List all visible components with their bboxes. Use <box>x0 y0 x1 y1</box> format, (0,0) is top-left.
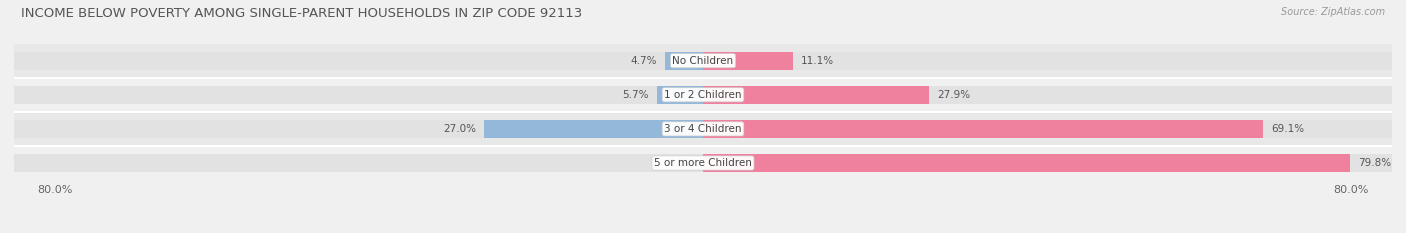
Text: No Children: No Children <box>672 56 734 66</box>
Bar <box>703 52 1392 70</box>
Text: Source: ZipAtlas.com: Source: ZipAtlas.com <box>1281 7 1385 17</box>
Bar <box>14 112 1392 146</box>
Text: INCOME BELOW POVERTY AMONG SINGLE-PARENT HOUSEHOLDS IN ZIP CODE 92113: INCOME BELOW POVERTY AMONG SINGLE-PARENT… <box>21 7 582 20</box>
Bar <box>703 154 1350 172</box>
Text: 4.7%: 4.7% <box>630 56 657 66</box>
Text: 3 or 4 Children: 3 or 4 Children <box>664 124 742 134</box>
Bar <box>14 120 703 138</box>
Bar <box>703 86 1392 104</box>
Text: 79.8%: 79.8% <box>1358 158 1391 168</box>
Text: 5.7%: 5.7% <box>623 90 648 100</box>
Text: 27.9%: 27.9% <box>938 90 970 100</box>
Bar <box>14 44 1392 78</box>
Text: 27.0%: 27.0% <box>443 124 477 134</box>
Bar <box>14 154 703 172</box>
Text: 69.1%: 69.1% <box>1271 124 1305 134</box>
Text: 0.0%: 0.0% <box>669 158 695 168</box>
Bar <box>665 52 703 70</box>
Bar <box>14 78 1392 112</box>
Bar <box>657 86 703 104</box>
Text: 5 or more Children: 5 or more Children <box>654 158 752 168</box>
Bar <box>703 120 1392 138</box>
Bar <box>703 52 793 70</box>
Bar <box>703 120 1263 138</box>
Bar <box>14 52 703 70</box>
Bar <box>484 120 703 138</box>
Text: 11.1%: 11.1% <box>801 56 834 66</box>
Bar <box>703 154 1392 172</box>
Bar <box>703 86 929 104</box>
Bar <box>14 146 1392 180</box>
Text: 1 or 2 Children: 1 or 2 Children <box>664 90 742 100</box>
Bar <box>14 86 703 104</box>
